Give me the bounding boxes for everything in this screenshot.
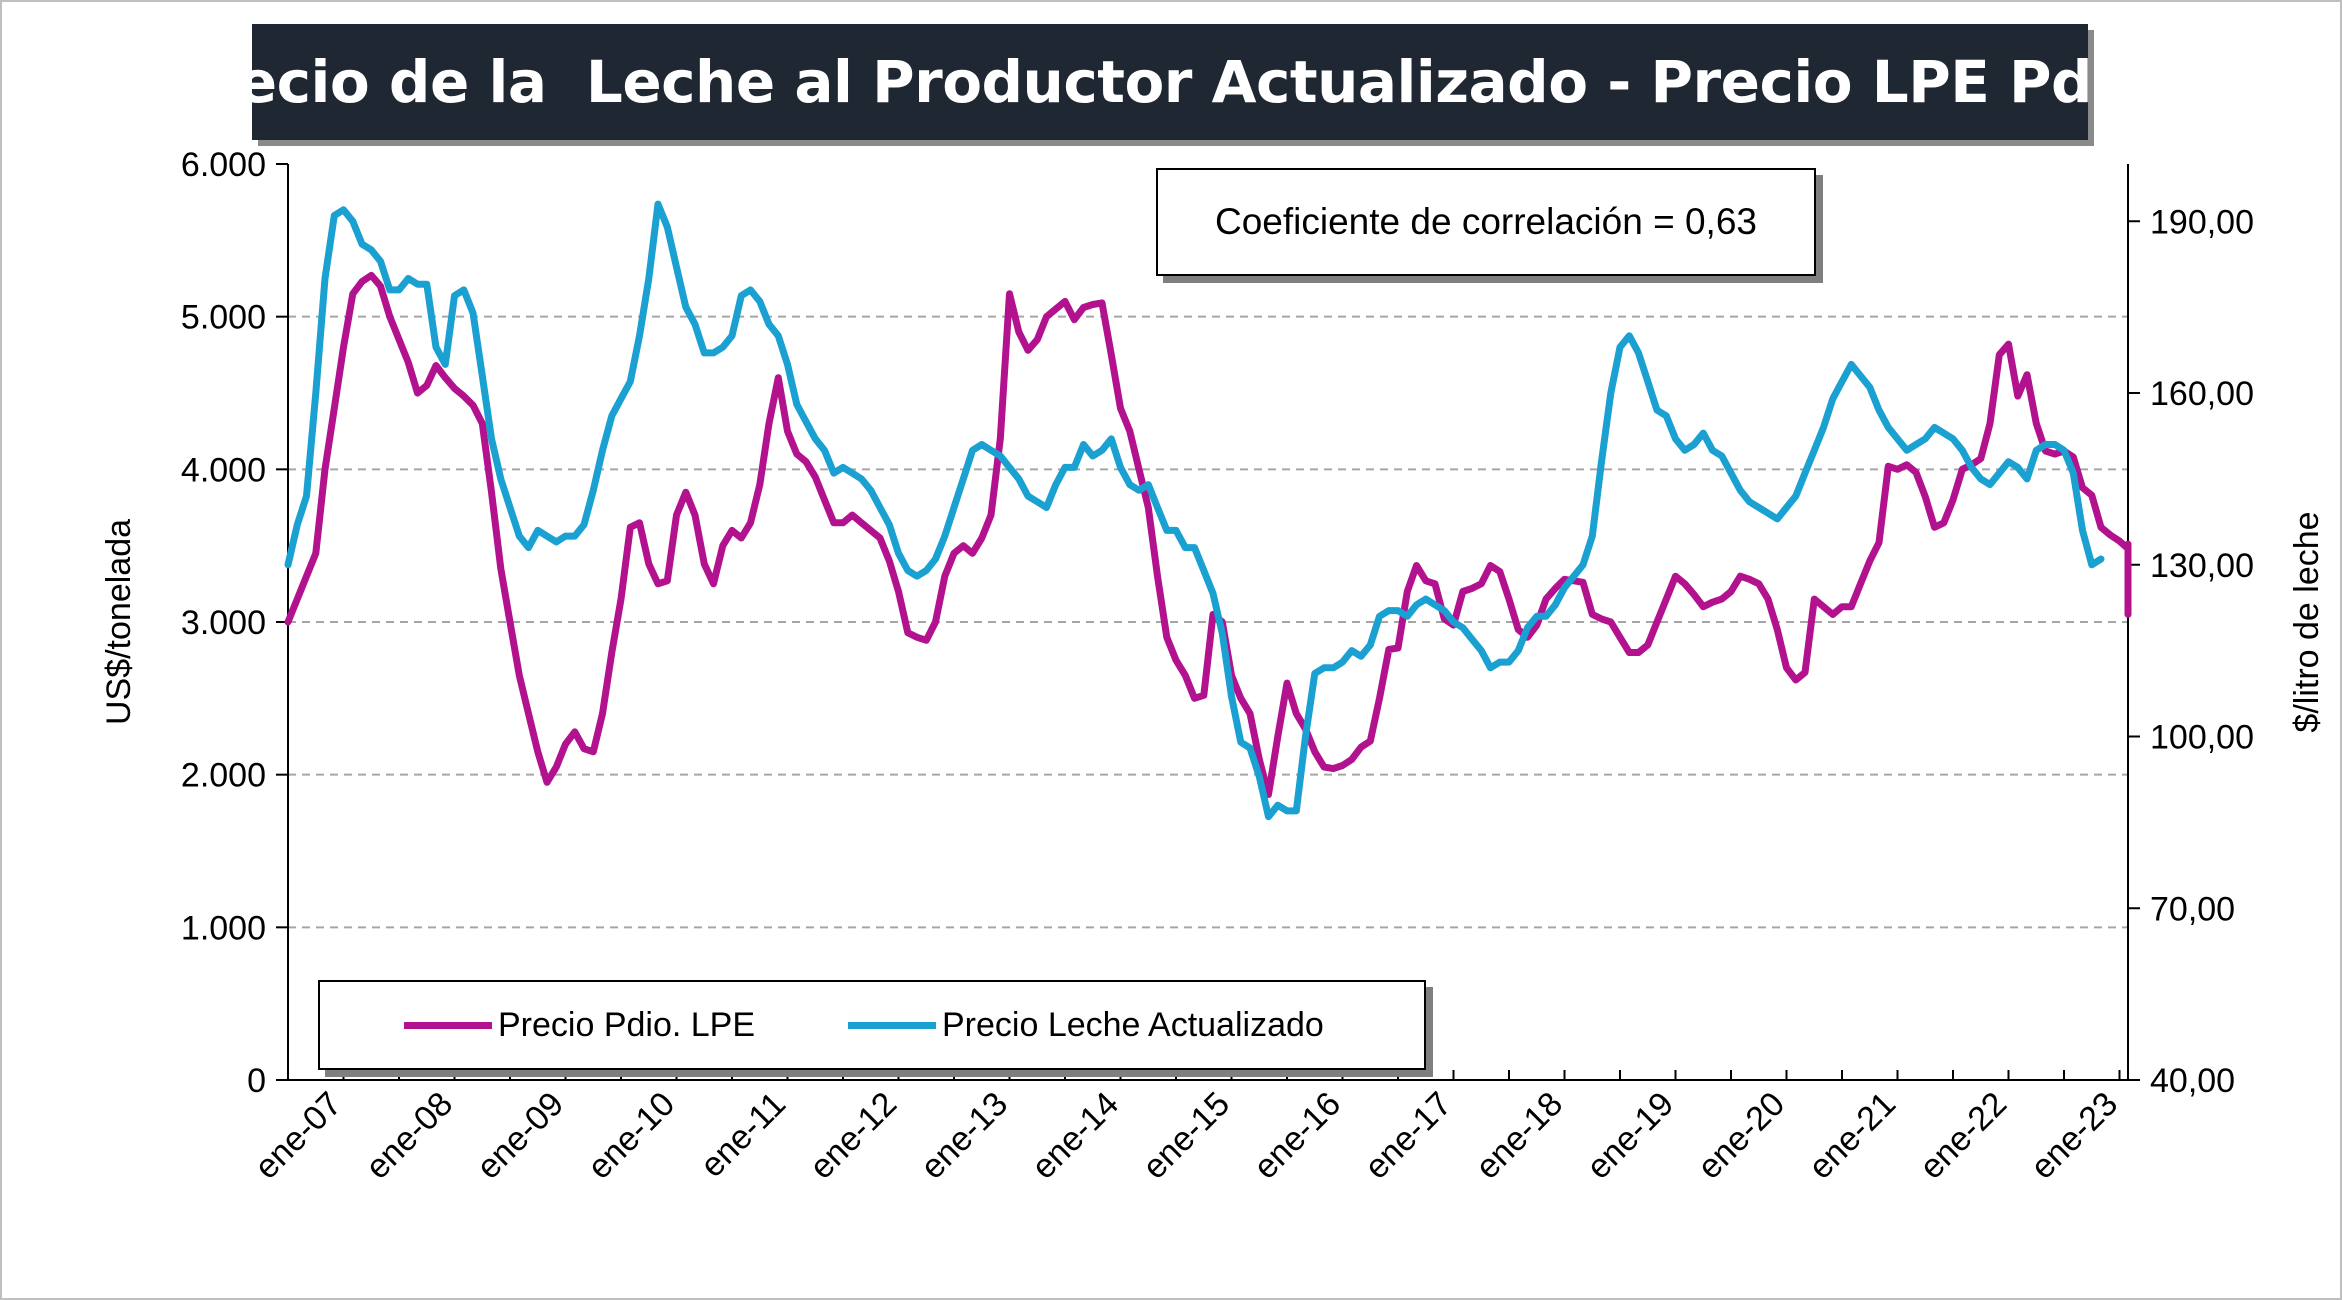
x-tick-label: ene-19 bbox=[1579, 1085, 1681, 1187]
y-left-tick-label: 6.000 bbox=[181, 146, 266, 184]
chart-title-banner: Precio de la Leche al Productor Actualiz… bbox=[168, 24, 2173, 140]
y-left-axis-title: US$/tonelada bbox=[100, 519, 138, 725]
y-right-tick-label: 130,00 bbox=[2150, 547, 2254, 585]
legend: Precio Pdio. LPE Precio Leche Actualizad… bbox=[318, 980, 1426, 1070]
x-tick-label: ene-20 bbox=[1690, 1085, 1792, 1187]
x-tick-label: ene-08 bbox=[358, 1085, 460, 1187]
x-tick-label: ene-17 bbox=[1357, 1085, 1459, 1187]
legend-item-lpe: Precio Pdio. LPE bbox=[404, 982, 755, 1068]
y-left-tick-label: 3.000 bbox=[181, 604, 266, 642]
y-left-tick-label: 2.000 bbox=[181, 757, 266, 795]
series-line-lpe bbox=[284, 271, 2132, 798]
x-tick-label: ene-07 bbox=[247, 1085, 349, 1187]
y-left-tick-label: 5.000 bbox=[181, 299, 266, 337]
y-right-tick-label: 70,00 bbox=[2150, 890, 2235, 928]
y-right-axis-title: $/litro de leche bbox=[2288, 511, 2326, 732]
x-tick-label: ene-23 bbox=[2023, 1085, 2125, 1187]
x-tick-label: ene-13 bbox=[913, 1085, 1015, 1187]
chart-title: Precio de la Leche al Productor Actualiz… bbox=[167, 48, 2173, 116]
legend-item-leche: Precio Leche Actualizado bbox=[848, 982, 1324, 1068]
legend-label-leche: Precio Leche Actualizado bbox=[942, 1005, 1324, 1044]
correlation-annotation: Coeficiente de correlación = 0,63 bbox=[1215, 201, 1757, 242]
y-right-tick-label: 190,00 bbox=[2150, 203, 2254, 241]
y-left-tick-label: 1.000 bbox=[181, 909, 266, 947]
legend-label-lpe: Precio Pdio. LPE bbox=[498, 1005, 756, 1044]
x-tick-label: ene-11 bbox=[693, 1085, 793, 1185]
y-left-tick-label: 0 bbox=[247, 1062, 266, 1100]
gridlines bbox=[288, 315, 2128, 929]
x-tick-label: ene-21 bbox=[1801, 1085, 1903, 1187]
x-tick-label: ene-15 bbox=[1135, 1085, 1237, 1187]
x-tick-label: ene-16 bbox=[1246, 1085, 1348, 1187]
x-tick-label: ene-18 bbox=[1468, 1085, 1570, 1187]
correlation-annotation-box: Coeficiente de correlación = 0,63 bbox=[1156, 168, 1816, 276]
legend-swatch-leche bbox=[848, 1021, 936, 1029]
x-tick-label: ene-14 bbox=[1024, 1085, 1126, 1187]
x-tick-label: ene-12 bbox=[802, 1085, 904, 1187]
legend-swatch-lpe bbox=[404, 1021, 492, 1029]
y-left-tick-label: 4.000 bbox=[181, 451, 266, 489]
x-tick-label: ene-10 bbox=[580, 1085, 682, 1187]
y-right-tick-label: 160,00 bbox=[2150, 375, 2254, 413]
x-tick-label: ene-22 bbox=[1912, 1085, 2014, 1187]
y-right-tick-label: 40,00 bbox=[2150, 1062, 2235, 1100]
y-right-tick-label: 100,00 bbox=[2150, 719, 2254, 757]
series-lines bbox=[284, 200, 2132, 821]
series-line-leche bbox=[284, 200, 2105, 821]
x-tick-label: ene-09 bbox=[469, 1085, 571, 1187]
